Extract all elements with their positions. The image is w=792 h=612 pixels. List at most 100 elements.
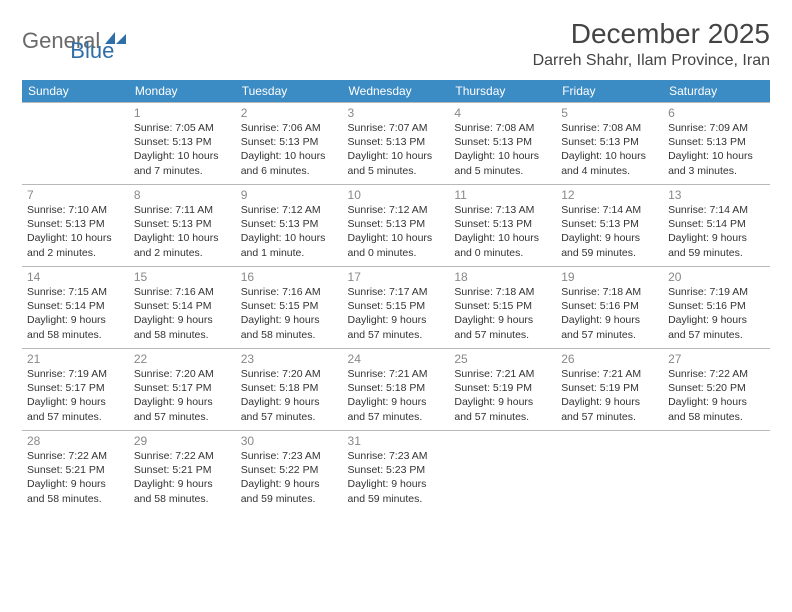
- calendar-cell: 31Sunrise: 7:23 AMSunset: 5:23 PMDayligh…: [343, 431, 450, 513]
- day-info: Sunrise: 7:22 AMSunset: 5:21 PMDaylight:…: [134, 449, 231, 506]
- day-number: 10: [348, 188, 445, 202]
- day-header: Friday: [556, 80, 663, 103]
- day-header: Saturday: [663, 80, 770, 103]
- calendar-cell: 16Sunrise: 7:16 AMSunset: 5:15 PMDayligh…: [236, 267, 343, 349]
- day-info: Sunrise: 7:05 AMSunset: 5:13 PMDaylight:…: [134, 121, 231, 178]
- day-number: 17: [348, 270, 445, 284]
- calendar-table: SundayMondayTuesdayWednesdayThursdayFrid…: [22, 80, 770, 513]
- calendar-cell: 28Sunrise: 7:22 AMSunset: 5:21 PMDayligh…: [22, 431, 129, 513]
- page-title: December 2025: [533, 18, 770, 50]
- day-header: Wednesday: [343, 80, 450, 103]
- calendar-cell: 12Sunrise: 7:14 AMSunset: 5:13 PMDayligh…: [556, 185, 663, 267]
- calendar-cell: 5Sunrise: 7:08 AMSunset: 5:13 PMDaylight…: [556, 103, 663, 185]
- day-info: Sunrise: 7:17 AMSunset: 5:15 PMDaylight:…: [348, 285, 445, 342]
- day-info: Sunrise: 7:11 AMSunset: 5:13 PMDaylight:…: [134, 203, 231, 260]
- day-number: 30: [241, 434, 338, 448]
- day-header: Sunday: [22, 80, 129, 103]
- day-number: 5: [561, 106, 658, 120]
- calendar-cell: 26Sunrise: 7:21 AMSunset: 5:19 PMDayligh…: [556, 349, 663, 431]
- day-info: Sunrise: 7:18 AMSunset: 5:16 PMDaylight:…: [561, 285, 658, 342]
- day-info: Sunrise: 7:08 AMSunset: 5:13 PMDaylight:…: [561, 121, 658, 178]
- calendar-cell: [556, 431, 663, 513]
- day-info: Sunrise: 7:06 AMSunset: 5:13 PMDaylight:…: [241, 121, 338, 178]
- calendar-cell: 11Sunrise: 7:13 AMSunset: 5:13 PMDayligh…: [449, 185, 556, 267]
- day-info: Sunrise: 7:14 AMSunset: 5:13 PMDaylight:…: [561, 203, 658, 260]
- day-number: 28: [27, 434, 124, 448]
- calendar-cell: 18Sunrise: 7:18 AMSunset: 5:15 PMDayligh…: [449, 267, 556, 349]
- day-info: Sunrise: 7:12 AMSunset: 5:13 PMDaylight:…: [348, 203, 445, 260]
- calendar-cell: 22Sunrise: 7:20 AMSunset: 5:17 PMDayligh…: [129, 349, 236, 431]
- day-number: 15: [134, 270, 231, 284]
- day-number: 8: [134, 188, 231, 202]
- day-info: Sunrise: 7:19 AMSunset: 5:16 PMDaylight:…: [668, 285, 765, 342]
- calendar-body: 1Sunrise: 7:05 AMSunset: 5:13 PMDaylight…: [22, 103, 770, 513]
- day-info: Sunrise: 7:23 AMSunset: 5:23 PMDaylight:…: [348, 449, 445, 506]
- day-info: Sunrise: 7:12 AMSunset: 5:13 PMDaylight:…: [241, 203, 338, 260]
- day-info: Sunrise: 7:23 AMSunset: 5:22 PMDaylight:…: [241, 449, 338, 506]
- calendar-cell: 1Sunrise: 7:05 AMSunset: 5:13 PMDaylight…: [129, 103, 236, 185]
- header: General Blue December 2025 Darreh Shahr,…: [22, 18, 770, 70]
- calendar-cell: 4Sunrise: 7:08 AMSunset: 5:13 PMDaylight…: [449, 103, 556, 185]
- calendar-cell: 6Sunrise: 7:09 AMSunset: 5:13 PMDaylight…: [663, 103, 770, 185]
- calendar-cell: 7Sunrise: 7:10 AMSunset: 5:13 PMDaylight…: [22, 185, 129, 267]
- day-number: 27: [668, 352, 765, 366]
- calendar-cell: 3Sunrise: 7:07 AMSunset: 5:13 PMDaylight…: [343, 103, 450, 185]
- calendar-cell: [22, 103, 129, 185]
- day-header-row: SundayMondayTuesdayWednesdayThursdayFrid…: [22, 80, 770, 103]
- day-number: 31: [348, 434, 445, 448]
- day-info: Sunrise: 7:21 AMSunset: 5:18 PMDaylight:…: [348, 367, 445, 424]
- day-number: 20: [668, 270, 765, 284]
- day-number: 29: [134, 434, 231, 448]
- calendar-cell: 27Sunrise: 7:22 AMSunset: 5:20 PMDayligh…: [663, 349, 770, 431]
- day-info: Sunrise: 7:15 AMSunset: 5:14 PMDaylight:…: [27, 285, 124, 342]
- calendar-row: 1Sunrise: 7:05 AMSunset: 5:13 PMDaylight…: [22, 103, 770, 185]
- day-info: Sunrise: 7:21 AMSunset: 5:19 PMDaylight:…: [561, 367, 658, 424]
- calendar-cell: 2Sunrise: 7:06 AMSunset: 5:13 PMDaylight…: [236, 103, 343, 185]
- day-info: Sunrise: 7:08 AMSunset: 5:13 PMDaylight:…: [454, 121, 551, 178]
- calendar-cell: 13Sunrise: 7:14 AMSunset: 5:14 PMDayligh…: [663, 185, 770, 267]
- day-number: 16: [241, 270, 338, 284]
- location-text: Darreh Shahr, Ilam Province, Iran: [533, 52, 770, 70]
- day-header: Thursday: [449, 80, 556, 103]
- day-number: 21: [27, 352, 124, 366]
- day-number: 3: [348, 106, 445, 120]
- day-info: Sunrise: 7:14 AMSunset: 5:14 PMDaylight:…: [668, 203, 765, 260]
- day-info: Sunrise: 7:20 AMSunset: 5:17 PMDaylight:…: [134, 367, 231, 424]
- day-number: 13: [668, 188, 765, 202]
- calendar-cell: 23Sunrise: 7:20 AMSunset: 5:18 PMDayligh…: [236, 349, 343, 431]
- calendar-cell: 10Sunrise: 7:12 AMSunset: 5:13 PMDayligh…: [343, 185, 450, 267]
- calendar-cell: 8Sunrise: 7:11 AMSunset: 5:13 PMDaylight…: [129, 185, 236, 267]
- day-number: 25: [454, 352, 551, 366]
- day-number: 11: [454, 188, 551, 202]
- day-info: Sunrise: 7:09 AMSunset: 5:13 PMDaylight:…: [668, 121, 765, 178]
- calendar-cell: 25Sunrise: 7:21 AMSunset: 5:19 PMDayligh…: [449, 349, 556, 431]
- title-block: December 2025 Darreh Shahr, Ilam Provinc…: [533, 18, 770, 70]
- day-number: 24: [348, 352, 445, 366]
- day-number: 12: [561, 188, 658, 202]
- calendar-row: 21Sunrise: 7:19 AMSunset: 5:17 PMDayligh…: [22, 349, 770, 431]
- calendar-cell: 14Sunrise: 7:15 AMSunset: 5:14 PMDayligh…: [22, 267, 129, 349]
- day-header: Tuesday: [236, 80, 343, 103]
- logo: General Blue: [22, 18, 114, 64]
- day-number: 9: [241, 188, 338, 202]
- day-info: Sunrise: 7:20 AMSunset: 5:18 PMDaylight:…: [241, 367, 338, 424]
- day-number: 2: [241, 106, 338, 120]
- day-number: 6: [668, 106, 765, 120]
- day-info: Sunrise: 7:22 AMSunset: 5:21 PMDaylight:…: [27, 449, 124, 506]
- calendar-cell: 19Sunrise: 7:18 AMSunset: 5:16 PMDayligh…: [556, 267, 663, 349]
- calendar-cell: 30Sunrise: 7:23 AMSunset: 5:22 PMDayligh…: [236, 431, 343, 513]
- day-info: Sunrise: 7:22 AMSunset: 5:20 PMDaylight:…: [668, 367, 765, 424]
- day-info: Sunrise: 7:13 AMSunset: 5:13 PMDaylight:…: [454, 203, 551, 260]
- day-info: Sunrise: 7:16 AMSunset: 5:15 PMDaylight:…: [241, 285, 338, 342]
- calendar-cell: [449, 431, 556, 513]
- calendar-row: 28Sunrise: 7:22 AMSunset: 5:21 PMDayligh…: [22, 431, 770, 513]
- calendar-cell: 15Sunrise: 7:16 AMSunset: 5:14 PMDayligh…: [129, 267, 236, 349]
- calendar-cell: 21Sunrise: 7:19 AMSunset: 5:17 PMDayligh…: [22, 349, 129, 431]
- calendar-cell: [663, 431, 770, 513]
- calendar-cell: 24Sunrise: 7:21 AMSunset: 5:18 PMDayligh…: [343, 349, 450, 431]
- day-info: Sunrise: 7:19 AMSunset: 5:17 PMDaylight:…: [27, 367, 124, 424]
- day-number: 22: [134, 352, 231, 366]
- day-info: Sunrise: 7:21 AMSunset: 5:19 PMDaylight:…: [454, 367, 551, 424]
- day-info: Sunrise: 7:16 AMSunset: 5:14 PMDaylight:…: [134, 285, 231, 342]
- calendar-cell: 20Sunrise: 7:19 AMSunset: 5:16 PMDayligh…: [663, 267, 770, 349]
